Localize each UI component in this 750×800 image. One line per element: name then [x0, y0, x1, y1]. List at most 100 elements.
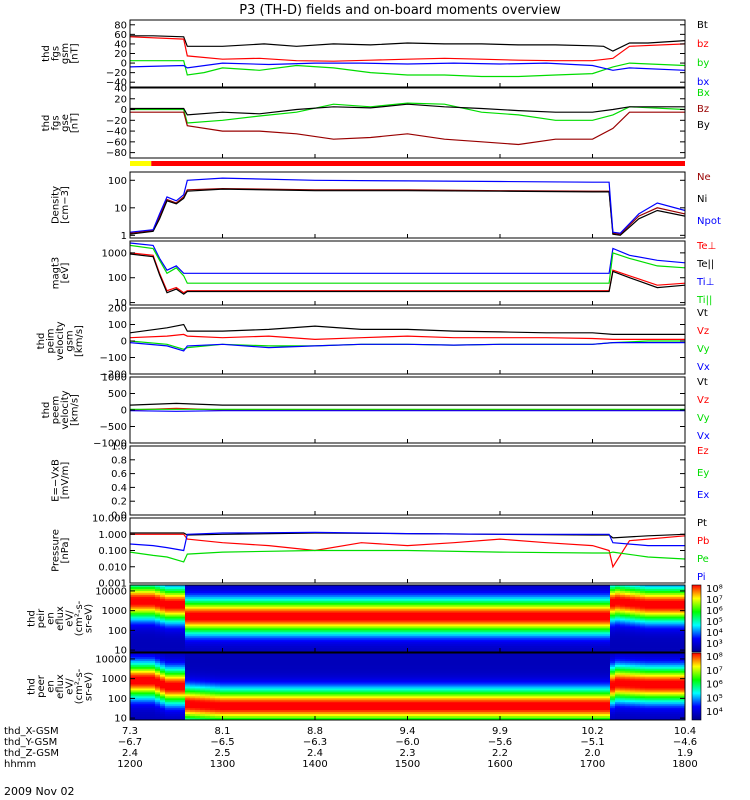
heatmap-cell — [435, 624, 441, 627]
heatmap-cell — [150, 630, 156, 633]
heatmap-cell — [605, 614, 611, 617]
heatmap-cell — [355, 630, 361, 633]
heatmap-cell — [540, 606, 546, 610]
heatmap-cell — [200, 714, 206, 717]
heatmap-cell — [215, 686, 221, 689]
heatmap-cell — [370, 624, 376, 627]
heatmap-cell — [220, 660, 226, 664]
heatmap-cell — [195, 626, 201, 629]
ylabel-line: gse — [60, 114, 71, 132]
heatmap-cell — [375, 630, 381, 633]
heatmap-cell — [195, 710, 201, 713]
heatmap-cell — [420, 594, 426, 598]
heatmap-cell — [580, 616, 586, 619]
heatmap-cell — [225, 694, 231, 697]
heatmap-cell — [575, 608, 581, 612]
heatmap-cell — [520, 594, 526, 598]
heatmap-cell — [445, 638, 451, 641]
heatmap-cell — [520, 588, 526, 592]
heatmap-cell — [390, 588, 396, 592]
heatmap-cell — [190, 692, 196, 695]
heatmap-cell — [180, 682, 186, 685]
heatmap-cell — [565, 620, 571, 623]
heatmap-cell — [520, 606, 526, 610]
heatmap-cell — [580, 585, 586, 588]
heatmap-cell — [195, 692, 201, 695]
heatmap-cell — [475, 604, 481, 608]
heatmap-cell — [350, 634, 356, 637]
heatmap-cell — [230, 692, 236, 695]
heatmap-cell — [215, 694, 221, 697]
heatmap-cell — [250, 706, 256, 709]
heatmap-cell — [325, 628, 331, 631]
heatmap-cell — [500, 626, 506, 629]
heatmap-cell — [135, 692, 141, 695]
heatmap-cell — [580, 598, 586, 602]
heatmap-cell — [365, 644, 371, 647]
heatmap-cell — [365, 620, 371, 623]
heatmap-cell — [540, 594, 546, 598]
heatmap-cell — [305, 614, 311, 617]
heatmap-cell — [530, 586, 536, 590]
heatmap-cell — [250, 622, 256, 625]
heatmap-cell — [135, 622, 141, 625]
heatmap-cell — [645, 606, 651, 610]
heatmap-cell — [350, 622, 356, 625]
heatmap-cell — [525, 616, 531, 619]
heatmap-cell — [550, 646, 556, 649]
heatmap-cell — [460, 585, 466, 588]
heatmap-cell — [170, 708, 176, 711]
heatmap-cell — [200, 586, 206, 590]
heatmap-cell — [210, 654, 216, 658]
heatmap-cell — [175, 588, 181, 592]
heatmap-cell — [320, 612, 326, 615]
heatmap-cell — [240, 612, 246, 615]
heatmap-cell — [605, 606, 611, 610]
heatmap-cell — [305, 586, 311, 590]
heatmap-cell — [180, 594, 186, 598]
panel-peer_eflux: 10⁸10⁷10⁶10⁵10⁴10000100010010thdpeerenef… — [27, 652, 723, 725]
heatmap-cell — [260, 620, 266, 623]
heatmap-cell — [130, 664, 136, 668]
heatmap-cell — [255, 706, 261, 709]
heatmap-cell — [345, 646, 351, 649]
heatmap-cell — [590, 634, 596, 637]
heatmap-cell — [540, 610, 546, 613]
heatmap-cell — [420, 626, 426, 629]
heatmap-cell — [210, 656, 216, 660]
heatmap-cell — [175, 706, 181, 709]
heatmap-cell — [155, 624, 161, 627]
heatmap-cell — [215, 614, 221, 617]
heatmap-cell — [385, 650, 391, 653]
heatmap-cell — [190, 672, 196, 676]
heatmap-cell — [245, 586, 251, 590]
heatmap-cell — [330, 594, 336, 598]
heatmap-cell — [655, 630, 661, 633]
heatmap-cell — [470, 644, 476, 647]
heatmap-cell — [225, 616, 231, 619]
heatmap-cell — [215, 662, 221, 666]
heatmap-cell — [240, 606, 246, 610]
heatmap-cell — [315, 626, 321, 629]
heatmap-cell — [330, 586, 336, 590]
heatmap-cell — [465, 620, 471, 623]
heatmap-cell — [450, 622, 456, 625]
heatmap-cell — [255, 708, 261, 711]
heatmap-cell — [460, 622, 466, 625]
heatmap-cell — [250, 704, 256, 707]
heatmap-cell — [180, 642, 186, 645]
heatmap-cell — [570, 610, 576, 613]
heatmap-cell — [140, 653, 146, 656]
heatmap-cell — [510, 606, 516, 610]
heatmap-cell — [635, 604, 641, 608]
heatmap-cell — [465, 646, 471, 649]
heatmap-cell — [670, 640, 676, 643]
heatmap-cell — [675, 612, 681, 615]
heatmap-cell — [525, 604, 531, 608]
heatmap-cell — [440, 626, 446, 629]
heatmap-cell — [220, 658, 226, 662]
heatmap-cell — [255, 646, 261, 649]
heatmap-cell — [190, 704, 196, 707]
heatmap-cell — [315, 624, 321, 627]
heatmap-cell — [250, 696, 256, 699]
